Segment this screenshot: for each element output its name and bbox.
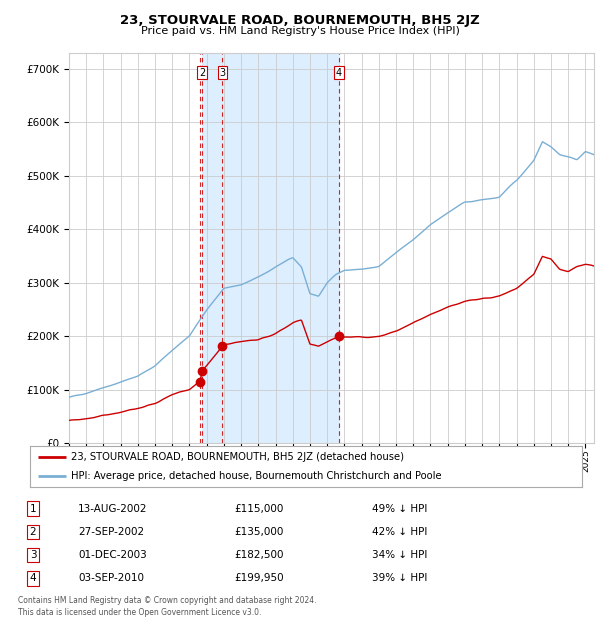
Text: 39% ↓ HPI: 39% ↓ HPI [372,574,427,583]
Text: 03-SEP-2010: 03-SEP-2010 [78,574,144,583]
Text: 4: 4 [29,574,37,583]
Text: 23, STOURVALE ROAD, BOURNEMOUTH, BH5 2JZ (detached house): 23, STOURVALE ROAD, BOURNEMOUTH, BH5 2JZ… [71,452,404,463]
Bar [202,53,339,443]
Text: 34% ↓ HPI: 34% ↓ HPI [372,550,427,560]
Text: Price paid vs. HM Land Registry's House Price Index (HPI): Price paid vs. HM Land Registry's House … [140,26,460,36]
Text: 42% ↓ HPI: 42% ↓ HPI [372,527,427,537]
Text: 2: 2 [199,68,205,78]
Text: 2: 2 [29,527,37,537]
Text: £135,000: £135,000 [234,527,283,537]
Text: £199,950: £199,950 [234,574,284,583]
Text: Contains HM Land Registry data © Crown copyright and database right 2024.
This d: Contains HM Land Registry data © Crown c… [18,596,317,617]
Text: 23, STOURVALE ROAD, BOURNEMOUTH, BH5 2JZ: 23, STOURVALE ROAD, BOURNEMOUTH, BH5 2JZ [120,14,480,27]
Text: 4: 4 [336,68,342,78]
Text: 49% ↓ HPI: 49% ↓ HPI [372,504,427,514]
Text: £115,000: £115,000 [234,504,283,514]
Text: £182,500: £182,500 [234,550,284,560]
Text: 1: 1 [29,504,37,514]
Text: 13-AUG-2002: 13-AUG-2002 [78,504,148,514]
Text: 27-SEP-2002: 27-SEP-2002 [78,527,144,537]
Text: 3: 3 [220,68,226,78]
Text: 01-DEC-2003: 01-DEC-2003 [78,550,147,560]
Text: 3: 3 [29,550,37,560]
Text: HPI: Average price, detached house, Bournemouth Christchurch and Poole: HPI: Average price, detached house, Bour… [71,471,442,481]
